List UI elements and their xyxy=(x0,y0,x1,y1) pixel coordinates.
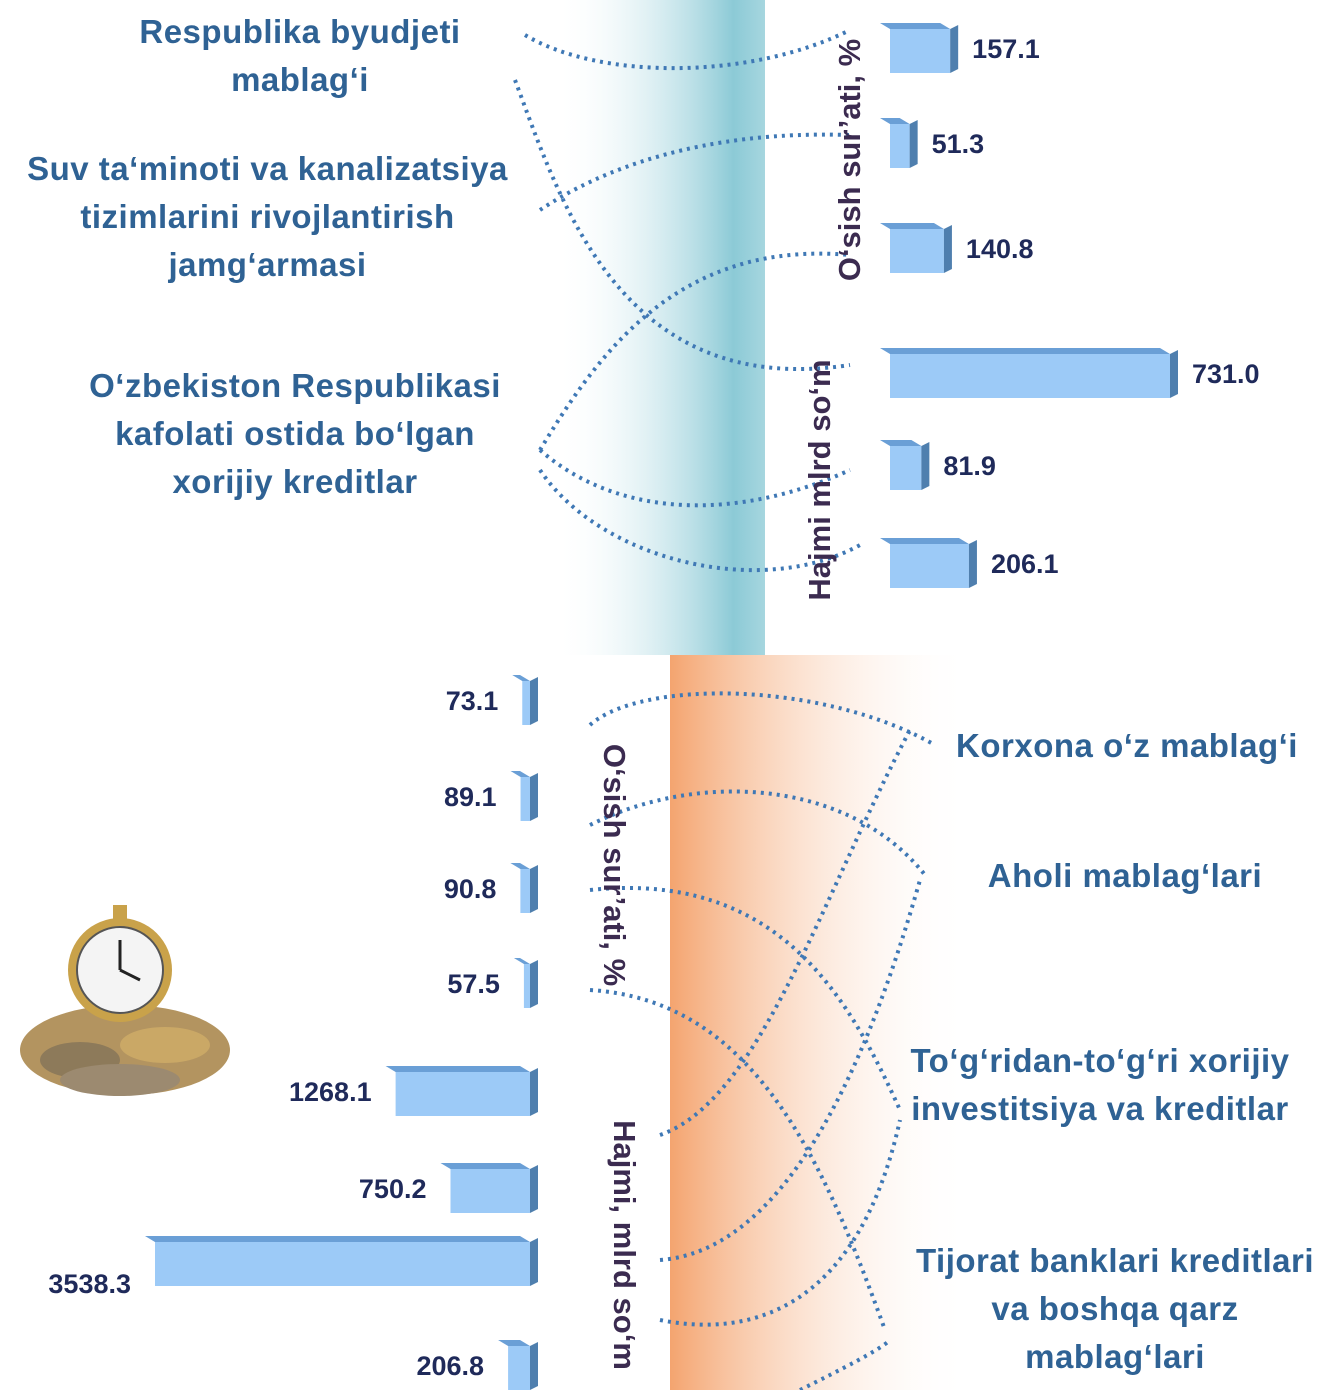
bar-side xyxy=(530,1068,538,1116)
bar xyxy=(396,1072,530,1116)
source-label: Suv ta‘minoti va kanalizatsiya tizimlari… xyxy=(0,145,535,289)
bar-top xyxy=(510,863,530,869)
bar-top xyxy=(512,675,530,681)
value-label: 157.1 xyxy=(972,34,1040,64)
bar xyxy=(521,777,530,821)
bar-side xyxy=(530,1342,538,1390)
bar-side xyxy=(950,25,958,73)
value-label: 57.5 xyxy=(447,969,500,999)
value-label: 206.1 xyxy=(991,549,1059,579)
bar-top xyxy=(880,348,1170,354)
bar-side xyxy=(530,960,538,1008)
bar-top xyxy=(511,771,530,777)
bar-side xyxy=(530,677,538,725)
bar-side xyxy=(1170,350,1178,398)
value-label: 731.0 xyxy=(1192,359,1260,389)
axis-title: O‘sish sur’ati, % xyxy=(597,744,632,986)
bar xyxy=(520,869,530,913)
value-label: 73.1 xyxy=(446,686,499,716)
value-label: 140.8 xyxy=(966,234,1034,264)
bar xyxy=(890,354,1170,398)
bar xyxy=(155,1242,530,1286)
source-label: O‘zbekiston Respublikasi kafolati ostida… xyxy=(70,362,520,506)
bar xyxy=(508,1346,530,1390)
bar-side xyxy=(530,865,538,913)
infographic: 157.1 51.3 140.8 731.0 81.9 206.1 O‘sish sur’a… xyxy=(0,0,1344,1390)
bar-top xyxy=(880,23,950,29)
bar xyxy=(890,544,969,588)
bar-top xyxy=(498,1340,530,1346)
bar-top xyxy=(880,118,910,124)
source-label: Tijorat banklari kreditlari va boshqa qa… xyxy=(905,1237,1325,1381)
bar-top xyxy=(145,1236,530,1242)
value-label: 750.2 xyxy=(359,1174,427,1204)
coins-illustration xyxy=(20,905,230,1096)
bar xyxy=(890,229,944,273)
source-label: Korxona o‘z mablag‘i xyxy=(910,722,1344,770)
bar xyxy=(890,124,910,168)
source-label: To‘g‘ridan-to‘g‘ri xorijiy investitsiya … xyxy=(905,1037,1295,1133)
bar-side xyxy=(944,225,952,273)
value-label: 81.9 xyxy=(943,451,996,481)
bar-top xyxy=(880,440,921,446)
bar-side xyxy=(530,1165,538,1213)
bar xyxy=(524,964,530,1008)
axis-title: Hajmi mlrd so‘m xyxy=(802,359,837,600)
bar-top xyxy=(386,1066,530,1072)
bar xyxy=(890,29,950,73)
value-label: 3538.3 xyxy=(48,1269,131,1299)
value-label: 89.1 xyxy=(444,782,497,812)
value-label: 1268.1 xyxy=(289,1077,372,1107)
bar xyxy=(450,1169,530,1213)
bar-side xyxy=(910,120,918,168)
value-label: 51.3 xyxy=(932,129,985,159)
axis-title: O‘sish sur’ati, % xyxy=(832,39,867,281)
source-label: Respublika byudjeti mablag‘i xyxy=(90,8,510,104)
bar xyxy=(890,446,921,490)
bar-top xyxy=(514,958,530,964)
bar-top xyxy=(880,223,944,229)
value-label: 90.8 xyxy=(444,874,497,904)
source-label: Aholi mablag‘lari xyxy=(920,852,1330,900)
bar-top xyxy=(440,1163,530,1169)
bar-side xyxy=(530,773,538,821)
bar-side xyxy=(530,1238,538,1286)
bar-top xyxy=(880,538,969,544)
bar-side xyxy=(969,540,977,588)
axis-title: Hajmi, mlrd so‘m xyxy=(607,1120,642,1370)
bar-side xyxy=(921,442,929,490)
value-label: 206.8 xyxy=(417,1351,485,1381)
bar xyxy=(522,681,530,725)
